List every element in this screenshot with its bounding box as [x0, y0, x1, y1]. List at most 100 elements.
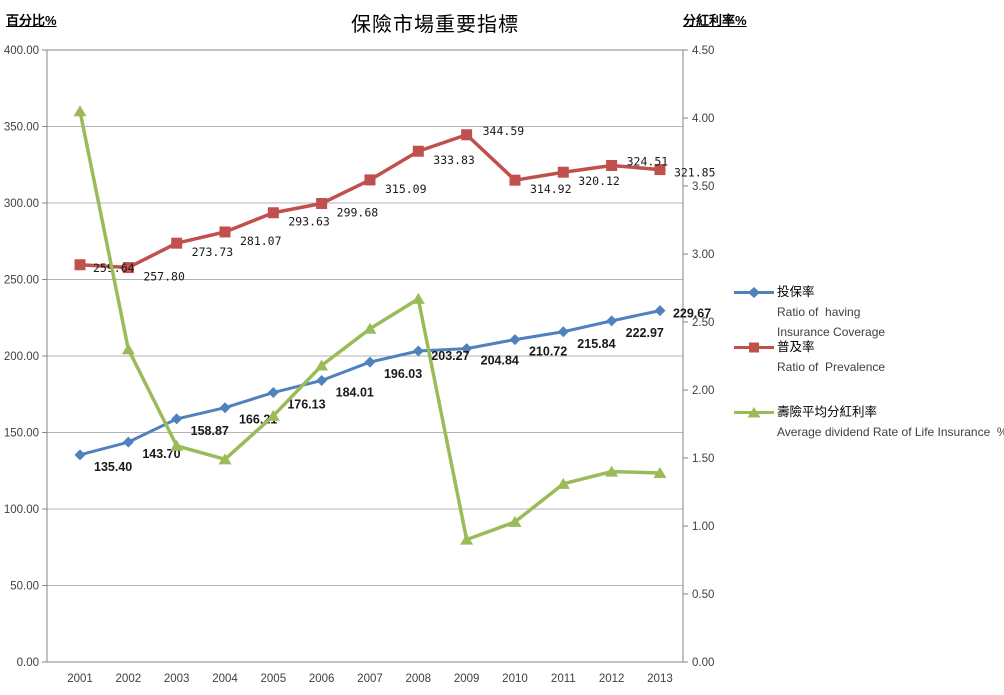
square-marker [557, 166, 569, 178]
triangle-marker [170, 439, 184, 451]
square-marker [364, 174, 376, 186]
legend-label-cjk: 普及率 [777, 340, 815, 354]
square-marker [412, 145, 424, 157]
diamond-marker [654, 305, 666, 317]
diamond-marker [461, 343, 473, 355]
x-axis-tick-label: 2009 [454, 673, 480, 685]
data-label: 204.84 [481, 354, 519, 368]
data-label: 229.67 [673, 307, 711, 321]
square-marker [219, 226, 231, 238]
data-label: 196.03 [384, 367, 422, 381]
legend-label-en: Insurance Coverage [777, 325, 886, 339]
diamond-marker [412, 345, 424, 357]
triangle-marker [363, 322, 377, 334]
triangle-marker [411, 292, 425, 304]
left-axis-title: 百分比% [6, 13, 57, 28]
legend-label-cjk: 投保率 [777, 285, 815, 299]
square-marker [122, 262, 134, 274]
square-marker [606, 159, 618, 171]
right-axis-tick-label: 1.50 [692, 453, 714, 465]
triangle-marker [73, 105, 87, 117]
data-label: 158.87 [191, 424, 229, 438]
data-label: 257.80 [143, 270, 185, 284]
data-label: 293.63 [288, 215, 330, 229]
data-label: 314.92 [530, 182, 572, 196]
square-marker [461, 129, 473, 141]
blue-diamond-line-icon [734, 287, 774, 298]
right-axis-tick-label: 3.00 [692, 249, 714, 261]
series-line-1 [79, 133, 661, 270]
data-label: 333.83 [433, 153, 475, 167]
square-marker [654, 164, 666, 176]
data-label: 222.97 [626, 326, 664, 340]
right-axis-tick-label: 2.00 [692, 385, 714, 397]
triangle-marker [653, 466, 667, 478]
triangle-marker [266, 409, 280, 421]
right-axis-tick-label: 1.00 [692, 521, 714, 533]
chart-title: 保險市場重要指標 [351, 14, 519, 36]
square-marker [509, 174, 521, 186]
data-label: 315.09 [385, 182, 427, 196]
diamond-marker [74, 449, 86, 461]
diamond-marker [364, 356, 376, 368]
x-axis-tick-label: 2007 [357, 673, 383, 685]
data-label: 184.01 [336, 385, 374, 399]
right-axis-tick-label: 0.50 [692, 589, 714, 601]
diamond-marker [509, 334, 521, 346]
right-axis-tick-label: 2.50 [692, 317, 714, 329]
x-axis-tick-label: 2002 [116, 673, 142, 685]
left-axis-tick-label: 300.00 [4, 198, 39, 210]
diamond-marker [171, 413, 183, 425]
data-label: 135.40 [94, 460, 132, 474]
data-label: 281.07 [240, 234, 282, 248]
data-label: 259.64 [93, 261, 135, 275]
left-axis-tick-label: 100.00 [4, 504, 39, 516]
left-axis-tick-label: 150.00 [4, 428, 39, 440]
right-axis-tick-label: 4.50 [692, 45, 714, 57]
green-triangle-line-icon [734, 407, 774, 418]
legend-entry-dividend-rate: 壽險平均分紅利率 Average dividend Rate of Life I… [733, 403, 1004, 442]
diamond-marker [219, 402, 231, 414]
square-marker [316, 197, 328, 209]
square-marker [267, 207, 279, 219]
data-label: 210.72 [529, 345, 567, 359]
x-axis-tick-label: 2011 [551, 673, 576, 685]
right-axis-tick-label: 4.00 [692, 113, 714, 125]
red-square-line-icon [734, 342, 774, 353]
triangle-marker [315, 359, 329, 371]
data-label: 273.73 [192, 245, 234, 259]
data-label: 299.68 [337, 205, 379, 219]
diamond-marker [122, 436, 134, 448]
legend-label-en: Ratio of Prevalence [777, 360, 886, 374]
triangle-marker [121, 343, 135, 355]
x-axis-tick-label: 2003 [164, 673, 190, 685]
left-axis-tick-label: 250.00 [4, 275, 39, 287]
data-label: 321.85 [674, 166, 716, 180]
triangle-marker [508, 515, 522, 527]
legend-label-cjk: 壽險平均分紅利率 [777, 405, 878, 419]
data-label: 320.12 [578, 174, 620, 188]
x-axis-tick-label: 2001 [67, 673, 93, 685]
x-axis-tick-label: 2005 [261, 673, 287, 685]
right-axis-tick-label: 3.50 [692, 181, 714, 193]
triangle-marker [605, 465, 619, 477]
data-label: 324.51 [627, 154, 669, 168]
data-label: 203.27 [431, 349, 469, 363]
data-label: 176.13 [287, 398, 325, 412]
diamond-marker [606, 315, 618, 327]
x-axis-tick-label: 2012 [599, 673, 625, 685]
left-axis-tick-label: 50.00 [10, 581, 39, 593]
left-axis-tick-label: 400.00 [4, 45, 39, 57]
x-axis-tick-label: 2013 [647, 673, 673, 685]
left-axis-tick-label: 350.00 [4, 122, 39, 134]
data-label: 215.84 [577, 337, 615, 351]
right-axis-tick-label: 0.00 [692, 657, 714, 669]
legend-entry-insurance-coverage: 投保率 Ratio of having Insurance Coverage [733, 283, 885, 342]
data-label: 344.59 [483, 124, 525, 138]
legend-label-en: Average dividend Rate of Life Insurance … [777, 425, 1004, 439]
square-marker [171, 237, 183, 249]
left-axis-tick-label: 200.00 [4, 351, 39, 363]
triangle-marker [556, 477, 570, 489]
